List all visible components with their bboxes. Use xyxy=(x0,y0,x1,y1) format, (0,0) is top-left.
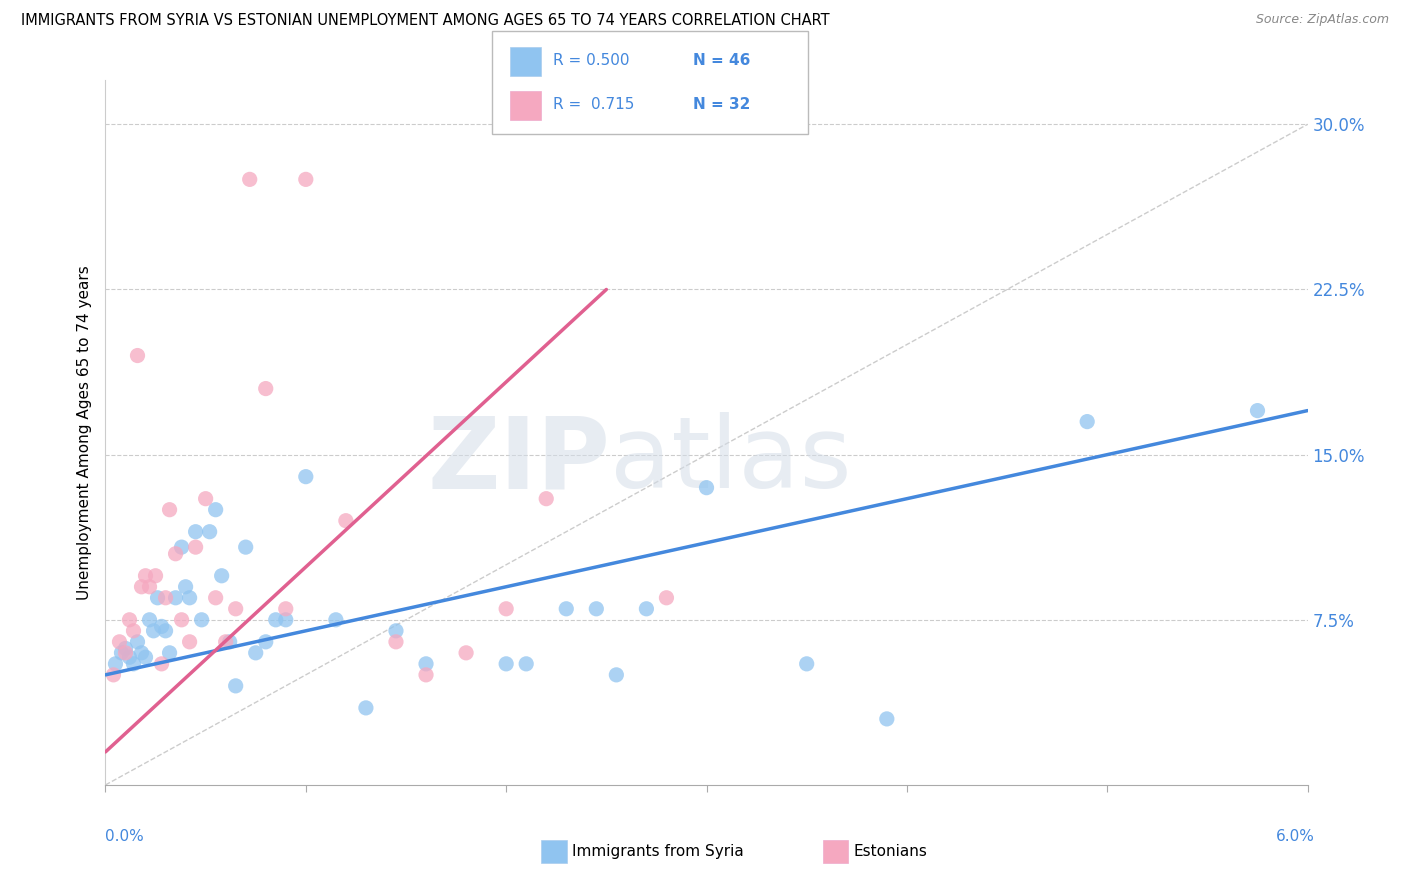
Point xyxy=(146,591,169,605)
Point xyxy=(142,624,165,638)
Point xyxy=(274,601,297,615)
Point xyxy=(170,613,193,627)
Text: 6.0%: 6.0% xyxy=(1275,830,1315,844)
Point xyxy=(135,650,157,665)
Point xyxy=(211,568,233,582)
Point xyxy=(204,502,226,516)
Point xyxy=(138,613,160,627)
Point xyxy=(254,382,277,396)
Point xyxy=(294,469,316,483)
Point xyxy=(118,650,141,665)
Point xyxy=(515,657,537,671)
Point xyxy=(165,591,187,605)
Point xyxy=(122,624,145,638)
Point xyxy=(170,540,193,554)
Point xyxy=(108,635,131,649)
Text: R =  0.715: R = 0.715 xyxy=(553,96,634,112)
Point xyxy=(118,613,141,627)
Point xyxy=(150,657,173,671)
Point xyxy=(218,635,240,649)
Point xyxy=(179,635,201,649)
Text: R = 0.500: R = 0.500 xyxy=(553,54,628,69)
Point xyxy=(204,591,226,605)
Point xyxy=(354,701,377,715)
Point xyxy=(145,568,167,582)
Point xyxy=(179,591,201,605)
Point xyxy=(555,601,578,615)
Point xyxy=(415,657,437,671)
Point xyxy=(325,613,347,627)
Point xyxy=(495,657,517,671)
Point xyxy=(135,568,157,582)
Text: N = 46: N = 46 xyxy=(693,54,751,69)
Text: Immigrants from Syria: Immigrants from Syria xyxy=(572,845,744,859)
Point xyxy=(214,635,236,649)
Point xyxy=(335,514,357,528)
Point xyxy=(385,635,408,649)
Point xyxy=(294,172,316,186)
Point xyxy=(876,712,898,726)
Point xyxy=(385,624,408,638)
Point xyxy=(122,657,145,671)
Point xyxy=(245,646,267,660)
Point xyxy=(585,601,607,615)
Point xyxy=(159,646,181,660)
Point xyxy=(155,624,177,638)
Point xyxy=(454,646,477,660)
Point xyxy=(138,580,160,594)
Point xyxy=(103,668,125,682)
Text: atlas: atlas xyxy=(610,412,852,509)
Text: N = 32: N = 32 xyxy=(693,96,751,112)
Point xyxy=(159,502,181,516)
Point xyxy=(155,591,177,605)
Point xyxy=(150,619,173,633)
Point xyxy=(225,679,247,693)
Point xyxy=(114,646,136,660)
Point xyxy=(184,540,207,554)
Point xyxy=(114,641,136,656)
Point xyxy=(264,613,287,627)
Text: Estonians: Estonians xyxy=(853,845,928,859)
Point xyxy=(534,491,557,506)
Point xyxy=(131,646,153,660)
Point xyxy=(198,524,221,539)
Point xyxy=(104,657,127,671)
Point xyxy=(239,172,262,186)
Text: 0.0%: 0.0% xyxy=(105,830,145,844)
Point xyxy=(165,547,187,561)
Text: ZIP: ZIP xyxy=(427,412,610,509)
Point xyxy=(1076,415,1098,429)
Point xyxy=(1246,403,1268,417)
Point xyxy=(636,601,658,615)
Point xyxy=(225,601,247,615)
Text: IMMIGRANTS FROM SYRIA VS ESTONIAN UNEMPLOYMENT AMONG AGES 65 TO 74 YEARS CORRELA: IMMIGRANTS FROM SYRIA VS ESTONIAN UNEMPL… xyxy=(21,13,830,29)
Point xyxy=(190,613,212,627)
Point xyxy=(655,591,678,605)
Point xyxy=(174,580,197,594)
Point xyxy=(605,668,627,682)
Point xyxy=(131,580,153,594)
Point xyxy=(127,349,149,363)
Point xyxy=(274,613,297,627)
Point xyxy=(194,491,217,506)
Point xyxy=(796,657,818,671)
Point xyxy=(254,635,277,649)
Point xyxy=(110,646,132,660)
Point xyxy=(127,635,149,649)
Point xyxy=(235,540,257,554)
Point xyxy=(184,524,207,539)
Point xyxy=(495,601,517,615)
Y-axis label: Unemployment Among Ages 65 to 74 years: Unemployment Among Ages 65 to 74 years xyxy=(76,265,91,600)
Point xyxy=(695,481,717,495)
Text: Source: ZipAtlas.com: Source: ZipAtlas.com xyxy=(1256,13,1389,27)
Point xyxy=(415,668,437,682)
